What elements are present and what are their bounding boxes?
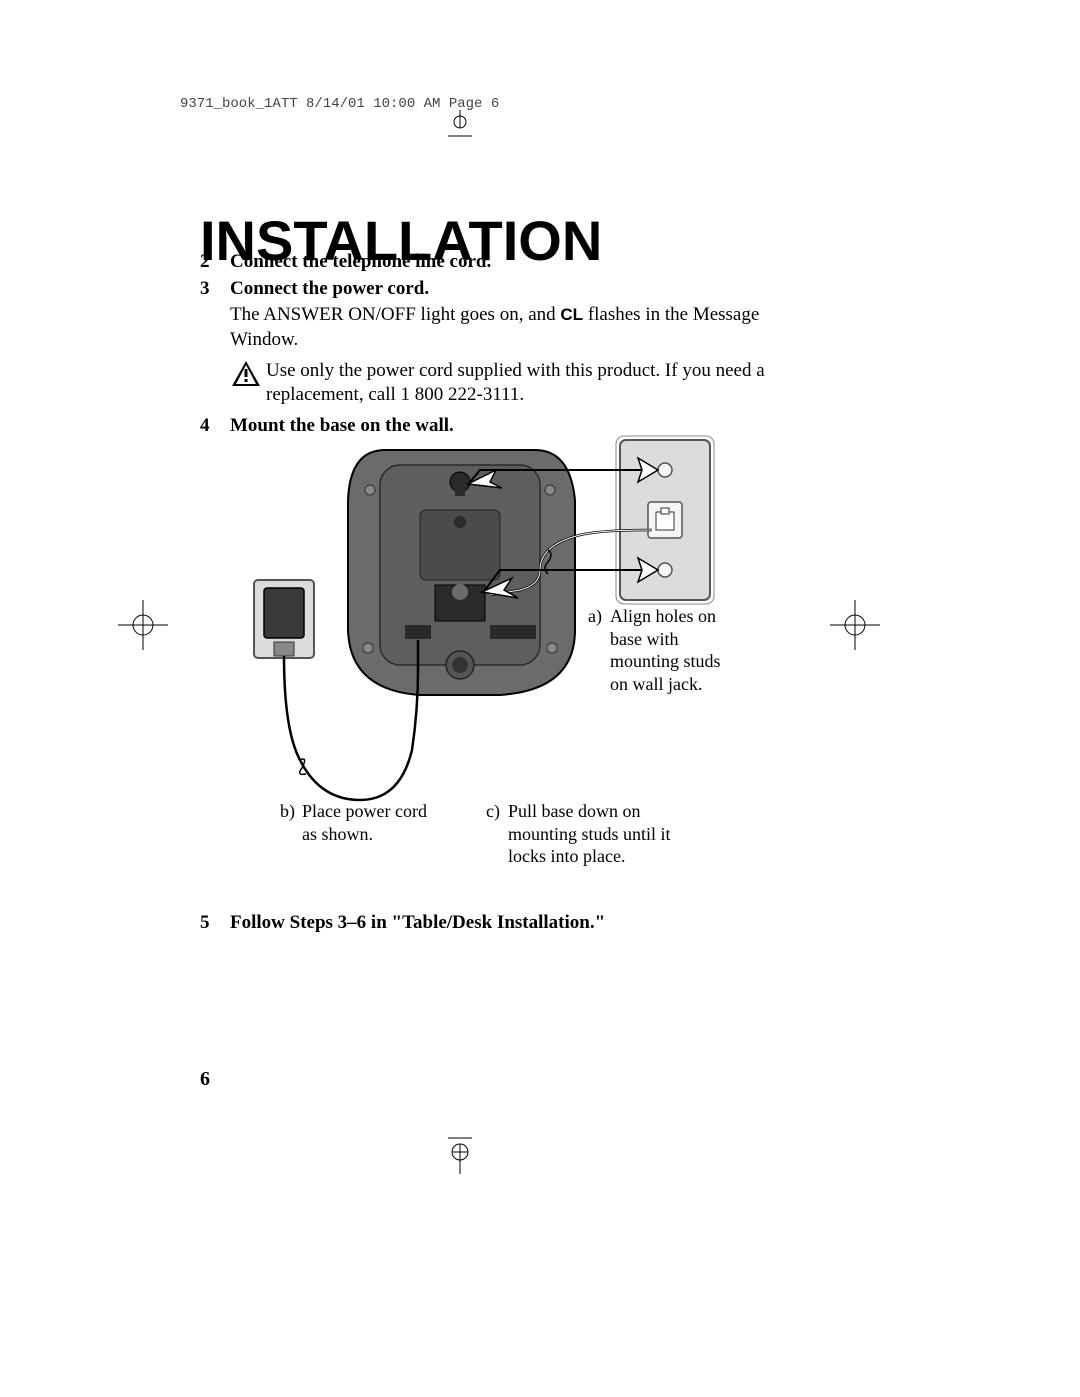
warning-row: Use only the power cord supplied with th… [230, 359, 820, 408]
callout-a-label: a) [588, 605, 610, 628]
page-number: 6 [200, 1068, 210, 1091]
callout-b: b)Place power cord as shown. [280, 800, 450, 845]
crop-mark-top [430, 110, 490, 150]
callout-a-text: Align holes on base with mounting studs … [610, 605, 724, 695]
callout-a: a)Align holes on base with mounting stud… [588, 605, 728, 695]
callout-b-text: Place power cord as shown. [302, 800, 446, 845]
step-3-body-a: The ANSWER ON/OFF light goes on, and [230, 304, 560, 325]
reg-mark-left [118, 600, 168, 650]
mounting-diagram: a)Align holes on base with mounting stud… [240, 430, 800, 850]
step-4-num: 4 [200, 414, 230, 439]
step-5-text: Follow Steps 3–6 in "Table/Desk Installa… [230, 912, 820, 934]
callout-b-label: b) [280, 800, 302, 823]
step-2: 2 Connect the telephone line cord. [200, 250, 820, 275]
warning-text: Use only the power cord supplied with th… [266, 359, 820, 408]
callout-c: c)Pull base down on mounting studs until… [486, 800, 686, 868]
callout-c-text: Pull base down on mounting studs until i… [508, 800, 682, 868]
step-3-body: The ANSWER ON/OFF light goes on, and CL … [230, 303, 820, 352]
step-3: 3 Connect the power cord. [200, 277, 820, 302]
step-2-num: 2 [200, 250, 230, 275]
callout-c-label: c) [486, 800, 508, 823]
step-3-text: Connect the power cord. [230, 277, 820, 302]
warning-icon [230, 359, 266, 397]
crop-mark-bottom [430, 1130, 490, 1180]
step-5: 5 Follow Steps 3–6 in "Table/Desk Instal… [200, 912, 820, 936]
step-2-text: Connect the telephone line cord. [230, 250, 820, 275]
reg-mark-right [830, 600, 880, 650]
step-5-num: 5 [200, 912, 230, 934]
step-3-body-cl: CL [560, 305, 583, 324]
step-3-num: 3 [200, 277, 230, 302]
